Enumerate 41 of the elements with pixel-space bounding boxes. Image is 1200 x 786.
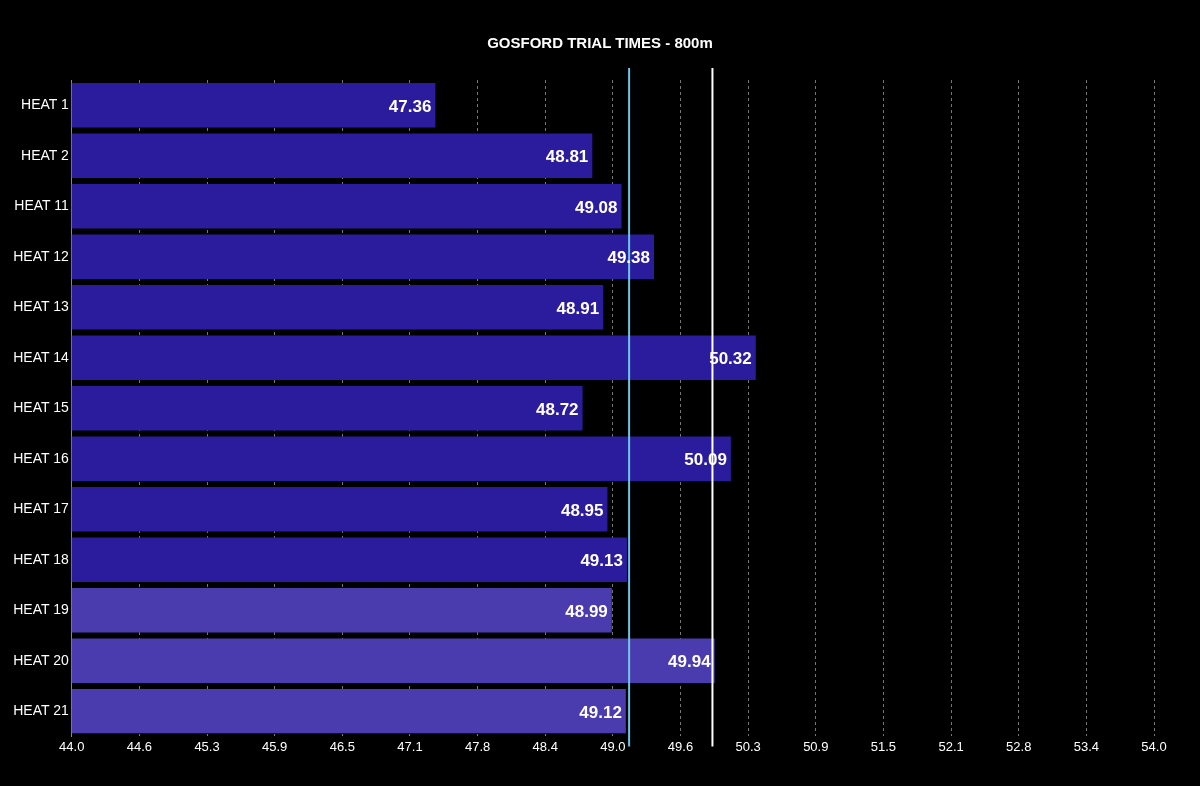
data-label: 49.12 [579,702,622,722]
x-tick-label: 50.9 [803,738,829,754]
x-tick-label: 45.9 [262,738,288,754]
x-tick-label: 48.4 [532,738,558,754]
x-tick-label: 47.8 [464,738,491,754]
chart-title: GOSFORD TRIAL TIMES - 800m [486,34,714,51]
data-label: 48.95 [560,500,604,520]
y-tick-label: HEAT 12 [13,247,69,264]
x-tick-label: 49.6 [667,738,694,754]
data-label: 49.94 [668,652,712,672]
x-tick-label: 53.4 [1073,738,1100,754]
y-tick-label: HEAT 11 [14,197,69,214]
x-tick-label: 51.5 [870,738,897,754]
x-tick-label: 47.1 [397,738,423,754]
x-tick-label: 44.6 [126,738,153,754]
x-tick-label: 54.0 [1141,738,1167,754]
data-label: 49.08 [574,197,618,217]
y-tick-label: HEAT 17 [13,500,69,517]
data-label: 47.36 [388,96,432,116]
data-label: 48.81 [545,147,589,167]
x-tick-label: 50.3 [735,738,761,754]
y-tick-label: HEAT 21 [13,702,69,719]
y-tick-label: HEAT 20 [13,651,69,668]
y-tick-label: HEAT 18 [13,550,69,567]
y-tick-label: HEAT 2 [21,146,69,163]
x-tick-label: 44.0 [59,738,85,754]
data-label: 48.91 [556,298,600,318]
data-label: 48.99 [565,601,608,621]
y-tick-label: HEAT 19 [13,601,69,618]
y-tick-label: HEAT 14 [13,348,69,365]
y-tick-label: HEAT 13 [13,298,69,315]
x-tick-label: 52.1 [938,738,964,754]
x-tick-label: 45.3 [194,738,220,754]
y-tick-label: HEAT 16 [13,449,69,466]
x-tick-label: 49.0 [600,738,626,754]
y-tick-label: HEAT 1 [21,96,69,113]
y-tick-label: HEAT 15 [13,399,69,416]
x-tick-label: 46.5 [329,738,355,754]
data-label: 48.72 [536,399,579,419]
data-label: 49.13 [580,551,623,571]
x-tick-label: 52.8 [1006,738,1032,754]
